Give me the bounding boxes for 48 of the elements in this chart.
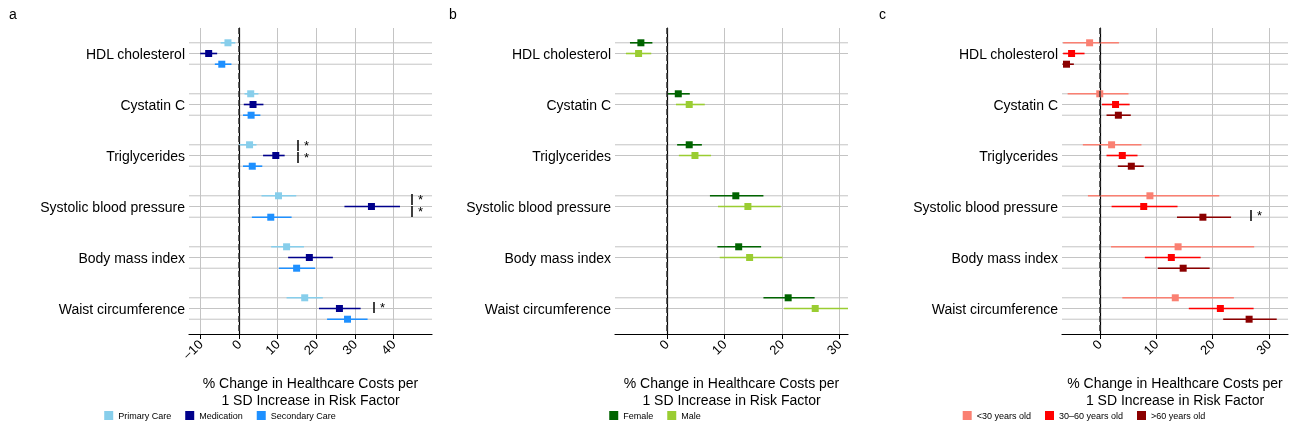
x-tick-label: 30 [1253,336,1275,358]
x-tick-label: −10 [179,336,206,363]
y-tick-label: Body mass index [504,249,611,266]
legend-label: >60 years old [1151,410,1206,421]
y-tick-label: Cystatin C [546,96,611,113]
x-tick-label: 30 [823,336,845,358]
x-tick-label: 20 [1196,336,1218,358]
x-tick-label: 40 [377,336,399,358]
x-axis-title: % Change in Healthcare Costs per 1 SD Increase in Risk Factor [202,374,419,408]
y-tick-label: Triglycerides [106,147,185,164]
y-tick-label: Systolic blood pressure [40,198,186,215]
x-tick-label: 0 [1089,336,1106,353]
x-axis-title: % Change in Healthcare Costs per 1 SD Increase in Risk Factor [1067,374,1284,408]
legend-label: Primary Care [118,410,172,421]
y-tick-label: Systolic blood pressure [913,198,1059,215]
y-tick-label: Systolic blood pressure [466,198,612,215]
y-tick-label: Body mass index [78,249,185,266]
y-tick-label: HDL cholesterol [958,45,1058,62]
y-tick-label: HDL cholesterol [511,45,611,62]
y-tick-label: Cystatin C [993,96,1058,113]
x-axis-title: % Change in Healthcare Costs per 1 SD Increase in Risk Factor [623,374,840,408]
annotation: * [1257,207,1263,223]
y-tick-label: Waist circumference [931,300,1059,317]
y-tick-label: Triglycerides [532,147,611,164]
legend-label: Male [681,410,701,421]
y-tick-label: Body mass index [951,249,1058,266]
y-tick-label: Waist circumference [484,300,612,317]
y-tick-label: HDL cholesterol [85,45,185,62]
x-tick-label: 10 [1140,336,1162,358]
x-tick-label: 20 [300,336,322,358]
y-tick-label: Cystatin C [120,96,185,113]
legend-label: Medication [199,410,243,421]
y-tick-label: Triglycerides [979,147,1058,164]
legend-label: <30 years old [976,410,1031,421]
x-tick-label: 0 [656,336,673,353]
x-tick-label: 0 [228,336,245,353]
legend-label: 30–60 years old [1058,410,1124,421]
x-tick-label: 10 [708,336,730,358]
x-tick-label: 20 [766,336,788,358]
text: c [879,6,886,22]
text: a [9,6,17,22]
legend-label: Secondary Care [270,410,336,421]
x-tick-label: 30 [339,336,361,358]
x-tick-label: 10 [262,336,284,358]
legend-label: Female [623,410,654,421]
annotation: * [380,299,386,315]
y-tick-label: Waist circumference [58,300,186,317]
text: b [449,6,457,22]
